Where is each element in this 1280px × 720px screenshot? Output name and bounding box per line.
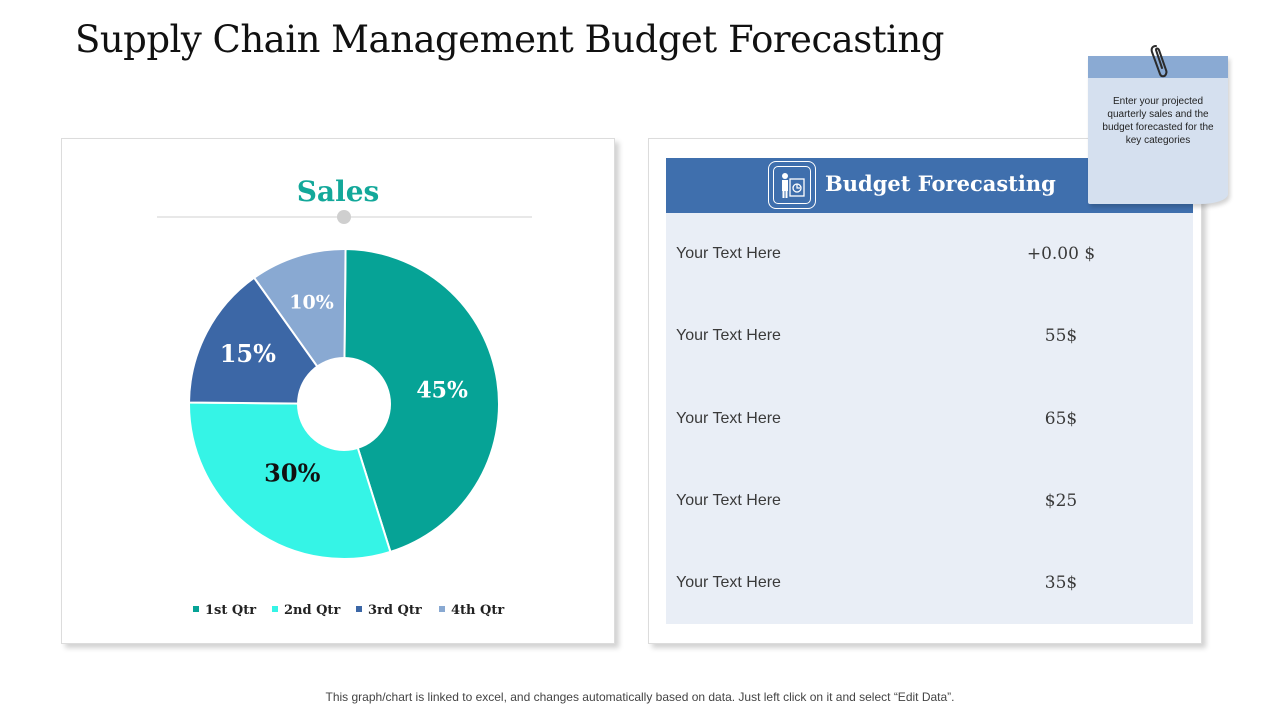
slice-label-1st-qtr: 45% bbox=[416, 377, 468, 403]
legend-item-3rd-qtr[interactable]: 3rd Qtr bbox=[356, 603, 422, 618]
title-divider-dot bbox=[337, 210, 351, 224]
legend-label: 2nd Qtr bbox=[284, 603, 340, 618]
slice-label-2nd-qtr: 30% bbox=[264, 459, 320, 488]
legend-swatch bbox=[193, 606, 199, 612]
legend-item-2nd-qtr[interactable]: 2nd Qtr bbox=[272, 603, 340, 618]
budget-row-label-3[interactable]: Your Text Here bbox=[676, 410, 781, 427]
budget-row-value-1[interactable]: +0.00 $ bbox=[1026, 244, 1096, 264]
legend-label: 1st Qtr bbox=[205, 603, 256, 618]
budget-table bbox=[666, 158, 1193, 624]
budget-row-label-1[interactable]: Your Text Here bbox=[676, 245, 781, 262]
sticky-note: Enter your projected quarterly sales and… bbox=[1088, 56, 1228, 204]
budget-row-value-4[interactable]: $25 bbox=[1044, 491, 1078, 511]
pie-slice-3rd-qtr[interactable] bbox=[187, 276, 346, 406]
budget-row-value-3[interactable]: 65$ bbox=[1044, 409, 1078, 429]
sales-chart-card[interactable]: Sales 45% 30% 15% 10% 1st Qtr 2nd Qtr 3rd Qtr… bbox=[61, 138, 615, 644]
legend-item-4th-qtr[interactable]: 4th Qtr bbox=[439, 603, 504, 618]
legend-label: 4th Qtr bbox=[451, 603, 504, 618]
donut-hole bbox=[297, 357, 391, 451]
page-title: Supply Chain Management Budget Forecasti… bbox=[75, 18, 944, 61]
legend-item-1st-qtr[interactable]: 1st Qtr bbox=[193, 603, 256, 618]
sales-pie-chart[interactable]: Sales 45% 30% 15% 10% 1st Qtr 2nd Qtr 3rd Qtr… bbox=[62, 139, 614, 643]
budget-row-value-2[interactable]: 55$ bbox=[1044, 326, 1078, 346]
budget-row-label-2[interactable]: Your Text Here bbox=[676, 327, 781, 344]
chart-title: Sales bbox=[297, 175, 380, 208]
budget-row-label-4[interactable]: Your Text Here bbox=[676, 492, 781, 509]
legend-swatch bbox=[356, 606, 362, 612]
budget-header-title: Budget Forecasting bbox=[825, 171, 1056, 196]
legend-label: 3rd Qtr bbox=[368, 603, 422, 618]
slice-label-4th-qtr: 10% bbox=[289, 291, 334, 313]
slice-label-3rd-qtr: 15% bbox=[220, 339, 276, 368]
presenter-chart-icon bbox=[768, 161, 816, 209]
sticky-note-text: Enter your projected quarterly sales and… bbox=[1102, 96, 1214, 146]
budget-row-value-5[interactable]: 35$ bbox=[1044, 573, 1078, 593]
budget-row-label-5[interactable]: Your Text Here bbox=[676, 574, 781, 591]
legend-swatch bbox=[439, 606, 445, 612]
pie-slice-1st-qtr[interactable] bbox=[342, 247, 500, 554]
paperclip-icon bbox=[1150, 45, 1168, 78]
footer-note: This graph/chart is linked to excel, and… bbox=[325, 690, 955, 704]
legend-swatch bbox=[272, 606, 278, 612]
